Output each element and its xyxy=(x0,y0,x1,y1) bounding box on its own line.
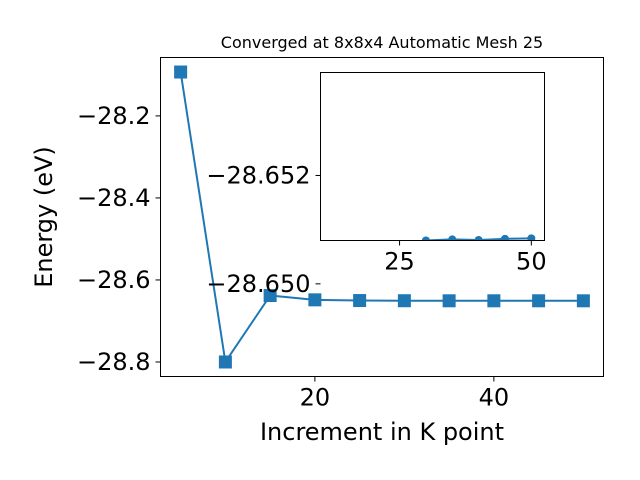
y-axis-label: Energy (eV) xyxy=(30,146,58,288)
data-point xyxy=(576,294,590,308)
data-point xyxy=(397,294,411,308)
data-point xyxy=(353,294,367,308)
data-point xyxy=(532,294,546,308)
data-point xyxy=(487,294,501,308)
x-tick-label: 50 xyxy=(516,248,547,276)
y-tick-label: −28.2 xyxy=(77,102,151,130)
x-tick-label: 40 xyxy=(479,384,510,412)
series-group xyxy=(421,234,536,241)
main-ticks: 20 40 −28.8 −28.6 −28.4 −28.2 xyxy=(77,102,509,412)
inset-plot-area xyxy=(320,72,545,241)
data-point xyxy=(448,235,457,241)
x-axis-label: Increment in K point xyxy=(260,418,504,446)
inset-axes: 25 50 −28.650 −28.652 xyxy=(206,72,547,298)
data-point xyxy=(421,236,430,241)
main-axes-frame xyxy=(160,57,604,377)
x-tick-label: 20 xyxy=(300,384,331,412)
data-point xyxy=(308,293,322,307)
y-tick-label: −28.8 xyxy=(77,348,151,376)
series-group xyxy=(174,65,590,369)
y-tick-label: −28.650 xyxy=(206,270,310,298)
y-tick-label: −28.4 xyxy=(77,184,151,212)
chart-title: Converged at 8x8x4 Automatic Mesh 25 xyxy=(221,33,543,52)
inset-series xyxy=(421,234,536,241)
x-tick-label: 25 xyxy=(384,248,415,276)
inset-axes-frame xyxy=(320,72,545,241)
data-point xyxy=(500,234,509,241)
data-point xyxy=(442,294,456,308)
data-point xyxy=(474,235,483,241)
data-point xyxy=(527,234,536,241)
data-point xyxy=(174,65,188,79)
y-tick-label: −28.652 xyxy=(206,161,310,189)
data-point xyxy=(218,355,232,369)
main-series xyxy=(174,65,590,369)
series-line xyxy=(179,71,584,363)
inset-ticks: 25 50 −28.650 −28.652 xyxy=(206,161,546,297)
data-point xyxy=(263,289,277,303)
y-tick-label: −28.6 xyxy=(77,266,151,294)
